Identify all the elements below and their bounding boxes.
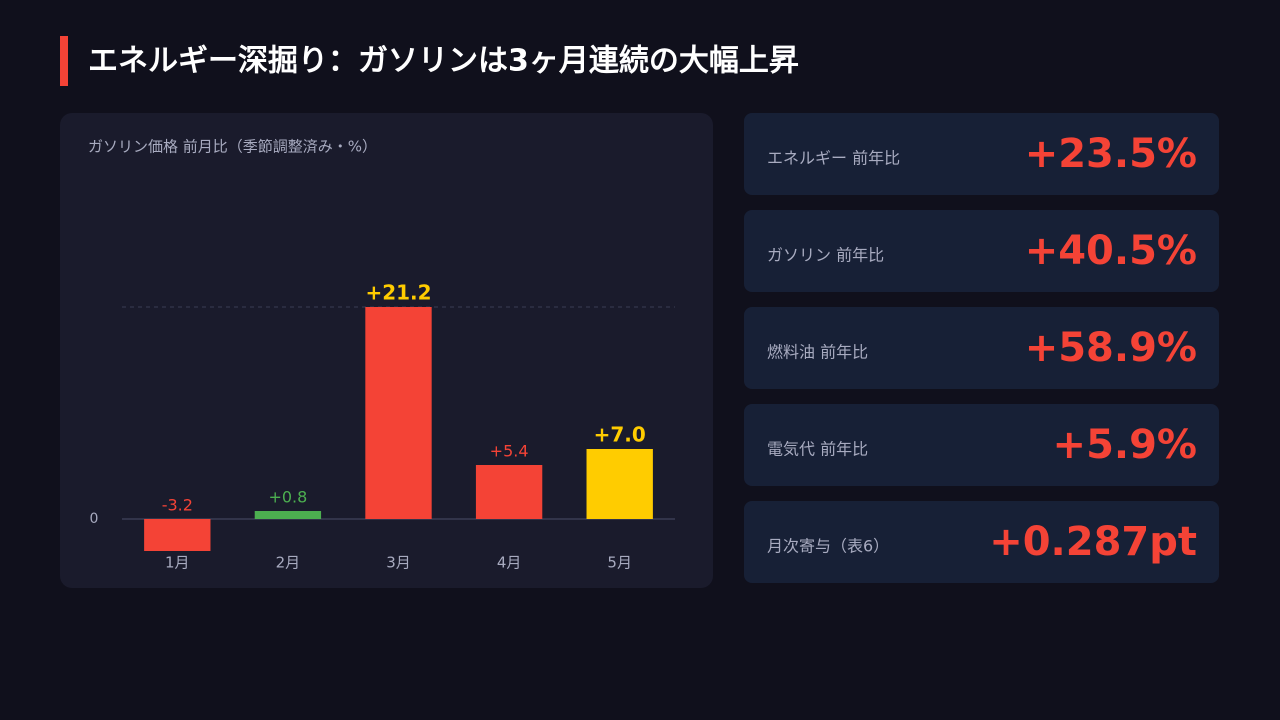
x-tick-label: 3月 xyxy=(386,554,411,572)
value-label: -3.2 xyxy=(162,496,193,515)
bar xyxy=(475,465,543,519)
x-tick-label: 4月 xyxy=(497,554,522,572)
value-label: +21.2 xyxy=(365,281,431,305)
bar xyxy=(144,519,211,551)
x-tick-label: 2月 xyxy=(276,554,301,572)
stat-value: +5.9% xyxy=(1053,422,1197,468)
stat-label: エネルギー 前年比 xyxy=(767,149,900,168)
stat-label: ガソリン 前年比 xyxy=(767,246,884,265)
y-tick-label: 0 xyxy=(90,511,99,527)
page-title: エネルギー深掘り：ガソリンは3ヶ月連続の大幅上昇 xyxy=(88,44,799,79)
value-label: +0.8 xyxy=(268,488,307,507)
stat-card xyxy=(744,501,1219,583)
bar xyxy=(365,307,432,519)
stat-card xyxy=(744,307,1219,389)
stat-label: 燃料油 前年比 xyxy=(767,343,868,362)
title-accent xyxy=(60,36,68,86)
stat-card xyxy=(744,210,1219,292)
stat-label: 月次寄与（表6） xyxy=(767,537,889,556)
x-tick-label: 1月 xyxy=(165,554,190,572)
stat-value: +23.5% xyxy=(1025,131,1197,177)
bar xyxy=(586,449,653,519)
chart-title: ガソリン価格 前月比（季節調整済み・%） xyxy=(88,138,377,156)
stat-value: +58.9% xyxy=(1025,325,1197,371)
value-label: +7.0 xyxy=(594,423,646,447)
stat-value: +0.287pt xyxy=(989,519,1197,565)
bar xyxy=(254,511,322,519)
x-tick-label: 5月 xyxy=(607,554,632,572)
stat-label: 電気代 前年比 xyxy=(767,440,868,459)
stat-card xyxy=(744,113,1219,195)
value-label: +5.4 xyxy=(490,442,529,461)
stat-card xyxy=(744,404,1219,486)
stat-value: +40.5% xyxy=(1025,228,1197,274)
